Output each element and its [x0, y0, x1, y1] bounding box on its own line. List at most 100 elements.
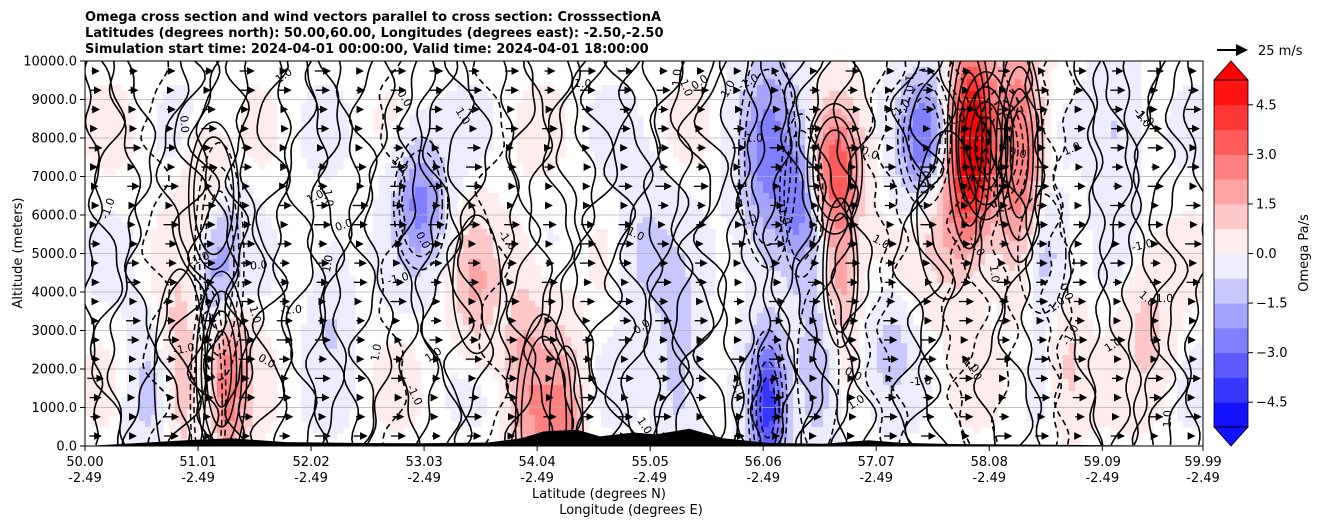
omega-cell — [649, 325, 656, 332]
omega-cell — [769, 79, 776, 86]
omega-cell — [505, 217, 512, 224]
omega-cell — [259, 211, 266, 218]
omega-cell — [643, 253, 650, 260]
omega-cell — [217, 217, 224, 224]
omega-cell — [757, 229, 764, 236]
omega-cell — [157, 145, 164, 152]
omega-cell — [637, 319, 644, 326]
omega-cell — [157, 319, 164, 326]
omega-cell — [475, 253, 482, 260]
omega-cell — [337, 151, 344, 158]
omega-cell — [559, 391, 566, 398]
omega-cell — [799, 133, 806, 140]
omega-cell — [523, 91, 530, 98]
omega-cell — [775, 115, 782, 122]
omega-cell — [703, 259, 710, 266]
omega-cell — [445, 301, 452, 308]
omega-cell — [679, 283, 686, 290]
omega-cell — [751, 121, 758, 128]
omega-cell — [685, 139, 692, 146]
omega-cell — [331, 163, 338, 170]
omega-cell — [265, 253, 272, 260]
omega-cell — [193, 433, 200, 440]
omega-cell — [595, 367, 602, 374]
omega-cell — [385, 115, 392, 122]
omega-cell — [115, 223, 122, 230]
omega-cell — [793, 85, 800, 92]
omega-cell — [673, 271, 680, 278]
omega-cell — [325, 331, 332, 338]
omega-cell — [451, 337, 458, 344]
omega-cell — [433, 247, 440, 254]
omega-cell — [499, 415, 506, 422]
omega-cell — [217, 433, 224, 440]
omega-cell — [409, 181, 416, 188]
omega-cell — [679, 307, 686, 314]
omega-cell — [331, 127, 338, 134]
omega-cell — [349, 283, 356, 290]
omega-cell — [307, 301, 314, 308]
omega-cell — [157, 235, 164, 242]
omega-cell — [157, 115, 164, 122]
omega-cell — [265, 391, 272, 398]
omega-cell — [577, 373, 584, 380]
omega-cell — [421, 205, 428, 212]
omega-cell — [211, 247, 218, 254]
omega-cell — [625, 247, 632, 254]
omega-cell — [517, 283, 524, 290]
omega-cell — [733, 73, 740, 80]
omega-cell — [451, 403, 458, 410]
omega-cell — [751, 271, 758, 278]
omega-cell — [631, 355, 638, 362]
omega-cell — [607, 385, 614, 392]
omega-cell — [109, 145, 116, 152]
omega-cell — [745, 193, 752, 200]
omega-cell — [259, 283, 266, 290]
omega-cell — [745, 337, 752, 344]
omega-cell — [475, 301, 482, 308]
omega-cell — [481, 241, 488, 248]
omega-cell — [529, 133, 536, 140]
omega-cell — [775, 247, 782, 254]
omega-cell — [763, 139, 770, 146]
omega-cell — [505, 403, 512, 410]
omega-cell — [445, 235, 452, 242]
omega-cell — [727, 199, 734, 206]
omega-cell — [529, 283, 536, 290]
omega-cell — [181, 355, 188, 362]
omega-cell — [457, 211, 464, 218]
omega-cell — [487, 355, 494, 362]
omega-cell — [673, 307, 680, 314]
omega-cell — [145, 397, 152, 404]
omega-cell — [805, 265, 812, 272]
omega-cell — [403, 205, 410, 212]
omega-cell — [757, 85, 764, 92]
omega-cell — [631, 373, 638, 380]
omega-cell — [403, 379, 410, 386]
omega-cell — [769, 151, 776, 158]
omega-cell — [787, 103, 794, 110]
omega-cell — [697, 319, 704, 326]
omega-cell — [463, 133, 470, 140]
omega-cell — [799, 241, 806, 248]
omega-cell — [607, 157, 614, 164]
omega-cell — [385, 421, 392, 428]
omega-cell — [343, 121, 350, 128]
omega-cell — [739, 199, 746, 206]
omega-cell — [679, 361, 686, 368]
omega-cell — [85, 235, 92, 242]
omega-cell — [637, 187, 644, 194]
omega-cell — [343, 301, 350, 308]
omega-cell — [421, 133, 428, 140]
omega-cell — [415, 265, 422, 272]
omega-cell — [481, 103, 488, 110]
omega-cell — [325, 409, 332, 416]
omega-cell — [349, 313, 356, 320]
omega-cell — [325, 265, 332, 272]
omega-cell — [313, 427, 320, 434]
omega-cell — [547, 157, 554, 164]
omega-cell — [319, 421, 326, 428]
omega-cell — [811, 217, 818, 224]
omega-cell — [385, 409, 392, 416]
omega-cell — [625, 349, 632, 356]
